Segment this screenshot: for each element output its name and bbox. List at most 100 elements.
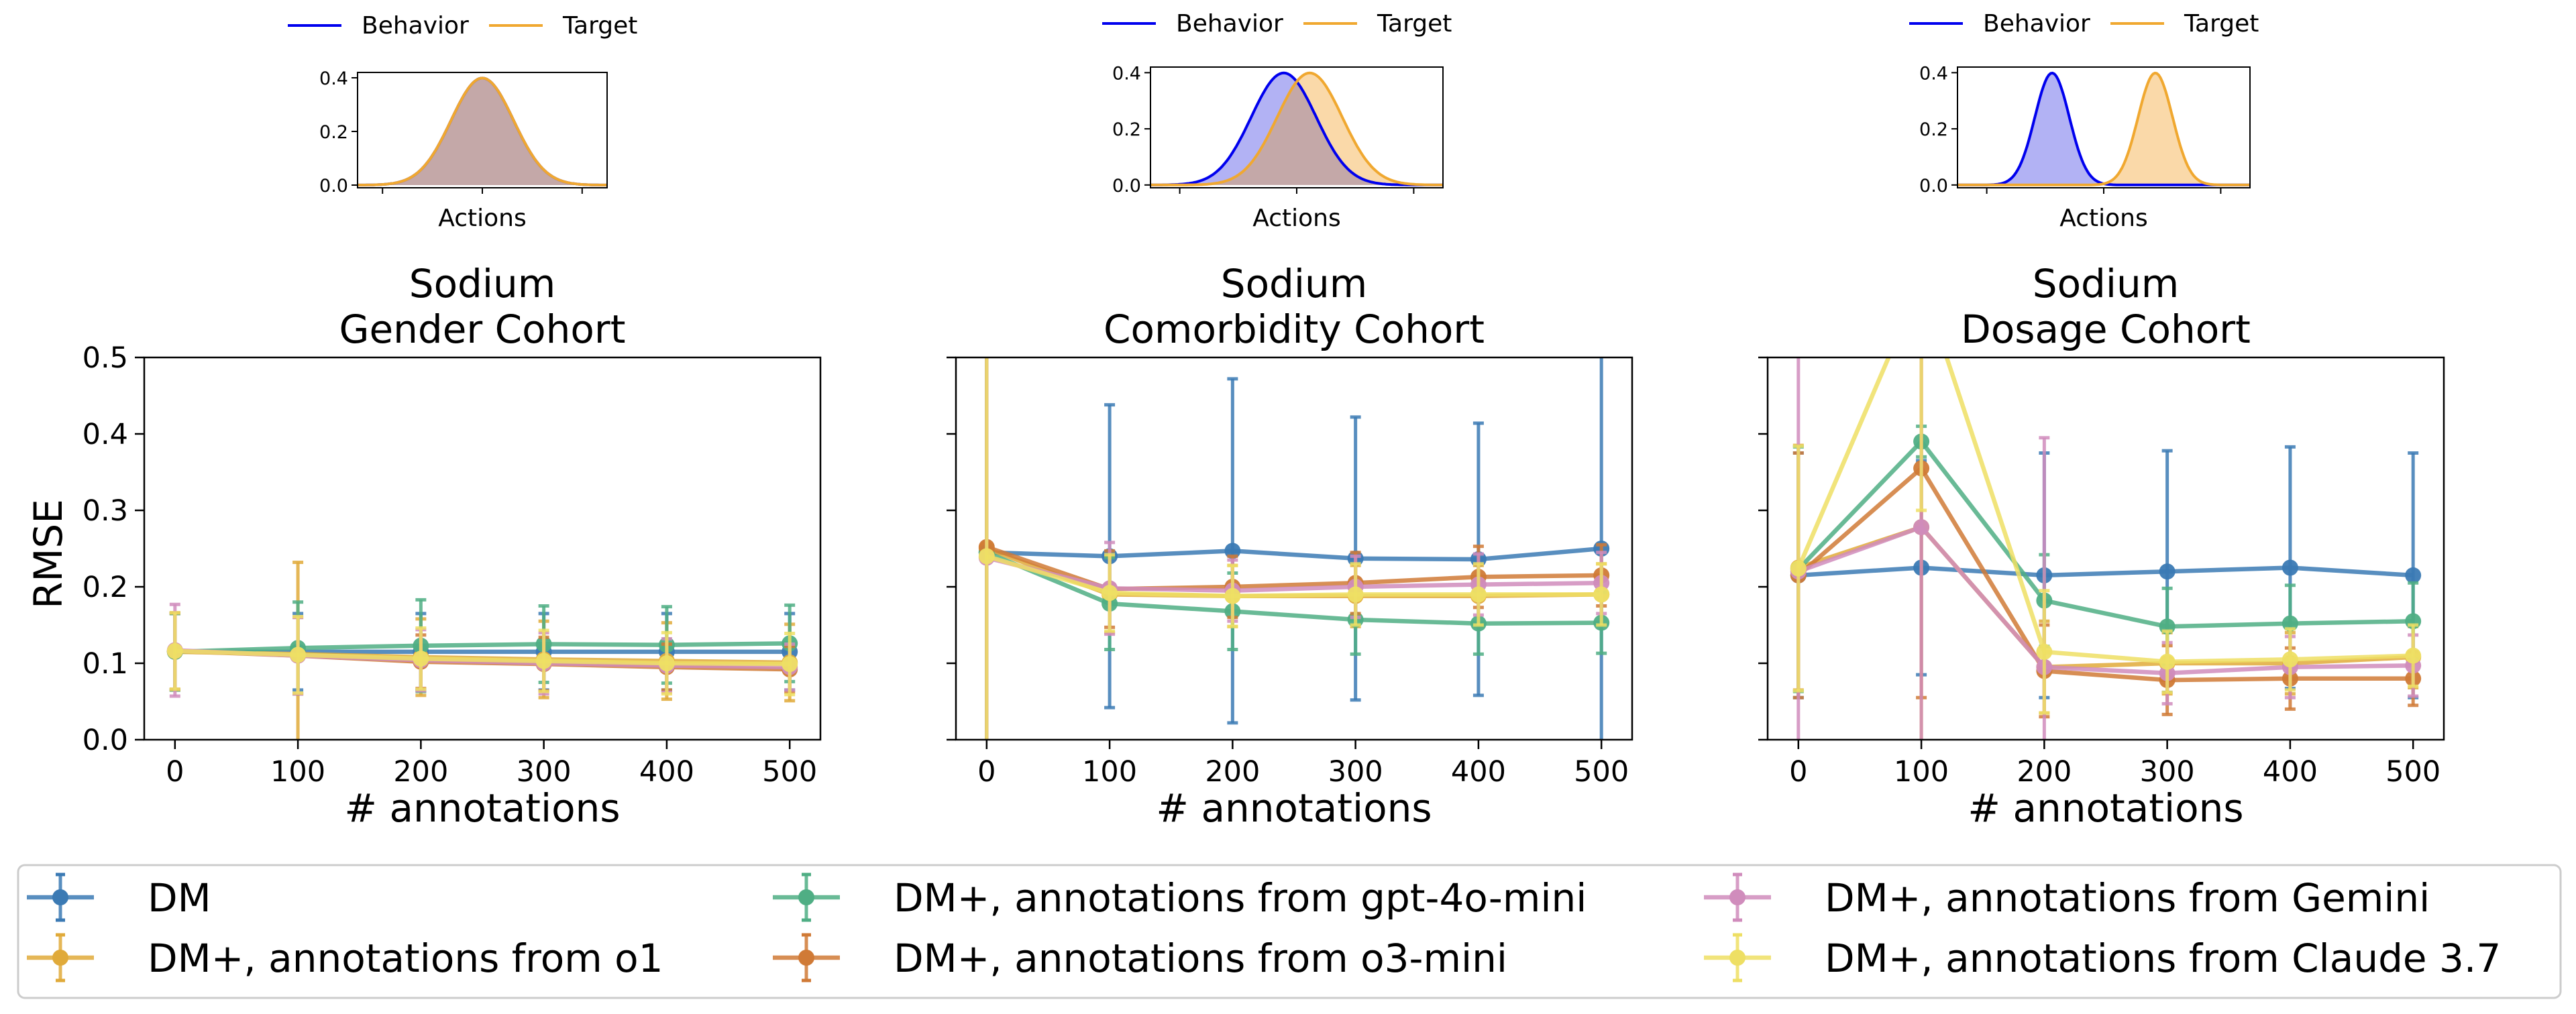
x-tick-label: 300 (1328, 755, 1383, 789)
data-point (2282, 559, 2298, 576)
plot-frame (143, 356, 822, 741)
data-point (1347, 586, 1364, 603)
chart-title-line: Sodium (1221, 261, 1368, 306)
series-group (1790, 357, 2422, 740)
data-point (2036, 643, 2053, 660)
bottom-legend: DM DM+, annotations from o1 DM+, annotatio… (17, 864, 2562, 999)
inset-plot-1: Behavior Target 0.0 0.2 0.4 Actions (288, 12, 637, 232)
data-point (1790, 560, 1807, 577)
overlap-density-fill (358, 78, 607, 186)
y-tick-label: 0.4 (83, 418, 128, 451)
x-axis-label: # annotations (344, 785, 620, 831)
inset-y-tick-label: 0.2 (1919, 119, 1948, 140)
data-point (2282, 651, 2298, 668)
series-line (985, 554, 1602, 598)
y-tick-label: 0.2 (83, 571, 128, 604)
x-tick-label: 200 (2017, 755, 2072, 789)
x-tick-label: 400 (2263, 755, 2318, 789)
legend-entry: DM (27, 872, 211, 922)
legend-label: DM+, annotations from Claude 3.7 (1825, 936, 2501, 981)
legend-label: DM+, annotations from Gemini (1825, 875, 2430, 921)
x-tick-label: 300 (517, 755, 572, 789)
legend-label: DM+, annotations from gpt-4o-mini (894, 875, 1587, 921)
x-tick-label: 300 (2140, 755, 2195, 789)
target-density-fill (1957, 72, 2250, 185)
data-point (535, 653, 552, 669)
legend-label-target: Target (2184, 10, 2259, 38)
series-line (1798, 565, 2414, 578)
target-density-line (1957, 71, 2250, 186)
legend-label-target: Target (1377, 10, 1452, 38)
data-point (166, 642, 183, 659)
y-tick-label: 0.3 (83, 494, 128, 528)
x-tick-label: 100 (1082, 755, 1137, 789)
inset-y-tick-label: 0.2 (319, 122, 348, 143)
legend-frame (17, 864, 2562, 999)
chart-title-line: Gender Cohort (339, 306, 626, 352)
legend-label-behavior: Behavior (1176, 10, 1283, 38)
inset-curves (358, 76, 607, 186)
inset-y-tick-label: 0.2 (1112, 119, 1141, 140)
y-axis-label: RMSE (25, 499, 71, 609)
inset-y-tick-label: 0.4 (319, 68, 348, 89)
x-tick-label: 200 (393, 755, 448, 789)
series-line (986, 546, 1602, 562)
inset-y-tick-label: 0.0 (319, 176, 348, 196)
overlap-density-fill (1150, 81, 1443, 185)
inset-x-label: Actions (2059, 205, 2148, 232)
inset-y-tick-label: 0.0 (1919, 176, 1948, 196)
y-tick-label: 0.5 (83, 341, 128, 375)
data-point (1470, 586, 1487, 603)
target-density-line (1150, 71, 1443, 186)
legend-label-target: Target (562, 12, 637, 40)
x-tick-label: 100 (1894, 755, 1949, 789)
legend-swatch-marker (52, 889, 68, 905)
series-group (166, 561, 798, 740)
legend-entry: DM+, annotations from Claude 3.7 (1704, 933, 2501, 982)
data-point (978, 548, 995, 565)
inset-curves (1957, 71, 2250, 186)
series-line (1797, 524, 2414, 676)
data-point (2405, 647, 2422, 664)
y-tick-label: 0.0 (83, 724, 128, 757)
chart-title-line: Sodium (2033, 261, 2180, 306)
x-tick-label: 400 (639, 755, 694, 789)
legend-entry: DM+, annotations from o3-mini (773, 933, 1507, 982)
inset-y-tick-label: 0.4 (1112, 63, 1141, 84)
x-tick-label: 500 (1574, 755, 1629, 789)
data-point (290, 646, 307, 663)
series-line (985, 550, 1602, 626)
legend-swatch-marker (1729, 889, 1746, 905)
legend-swatch-marker (1729, 950, 1746, 966)
inset-legend: Behavior Target (1909, 10, 2259, 38)
series-line (1797, 524, 2414, 669)
series-line (986, 555, 1602, 593)
chart-title-line: Comorbidity Cohort (1104, 306, 1485, 352)
legend-label-behavior: Behavior (1983, 10, 2090, 38)
series-group (978, 357, 1610, 740)
legend-swatch-marker (798, 889, 814, 905)
data-point (658, 655, 675, 671)
x-tick-label: 500 (2385, 755, 2440, 789)
inset-legend: Behavior Target (1102, 10, 1452, 38)
series-line (174, 649, 790, 667)
series-line (174, 641, 790, 655)
inset-plot-3: Behavior Target 0.0 0.2 0.4 Actions (1909, 10, 2259, 232)
x-tick-label: 0 (166, 755, 184, 789)
behavior-density-fill (1957, 72, 2250, 185)
x-tick-label: 500 (762, 755, 817, 789)
plot-frame (955, 356, 1633, 741)
chart-title-line: Dosage Cohort (1961, 306, 2251, 352)
inset-curves (1150, 71, 1443, 186)
data-point (1102, 585, 1118, 602)
legend-entry: DM+, annotations from Gemini (1704, 872, 2430, 922)
inset-y-tick-label: 0.4 (1919, 63, 1948, 84)
x-tick-label: 100 (270, 755, 325, 789)
chart-title-line: Sodium (409, 261, 556, 306)
data-point (2159, 653, 2176, 670)
inset-plot-2: Behavior Target 0.0 0.2 0.4 Actions (1102, 10, 1452, 232)
data-point (2405, 567, 2422, 583)
